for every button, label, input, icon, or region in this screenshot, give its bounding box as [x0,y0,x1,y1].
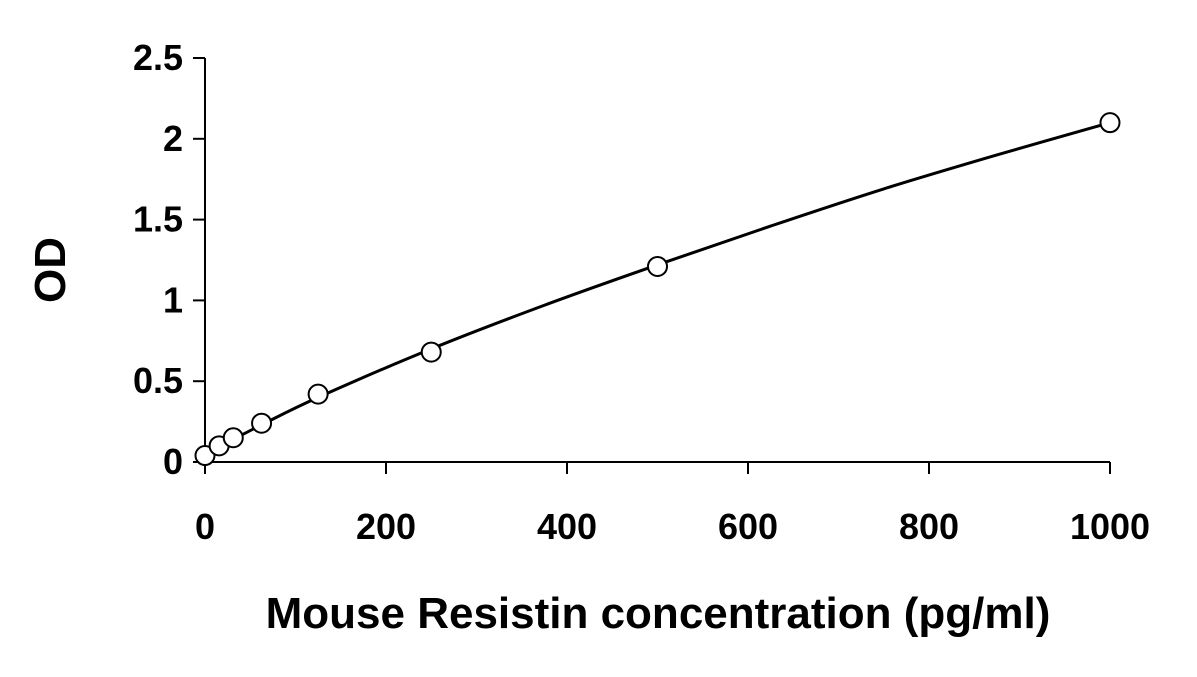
data-point [222,427,244,449]
data-point [307,383,329,405]
x-tick-label: 400 [537,506,597,547]
y-tick-label: 2.5 [133,37,183,78]
x-tick-label: 800 [899,506,959,547]
data-points [194,112,1121,467]
y-tick-label: 2 [163,118,183,159]
tick-marks [193,57,1111,474]
x-tick-label: 1000 [1070,506,1150,547]
x-tick-label: 0 [195,506,215,547]
data-point [420,341,442,363]
y-tick-label: 1 [163,279,183,320]
x-tick-label: 600 [718,506,778,547]
axis-titles: Mouse Resistin concentration (pg/ml) OD [26,237,1050,638]
axes [204,58,1110,463]
fit-curve-line [204,121,1111,457]
y-tick-label: 1.5 [133,199,183,240]
y-axis-title: OD [26,237,75,303]
data-point [647,255,668,277]
data-point [194,445,216,467]
tick-labels: 0 0.5 1 1.5 2 2.5 0 200 400 600 800 1000 [133,37,1150,547]
data-point [1099,112,1121,134]
x-tick-label: 200 [356,506,416,547]
y-tick-label: 0 [163,441,183,482]
x-axis-title: Mouse Resistin concentration (pg/ml) [266,589,1051,638]
data-point [251,412,273,434]
fit-curve-layer [204,121,1111,457]
y-tick-label: 0.5 [133,360,183,401]
